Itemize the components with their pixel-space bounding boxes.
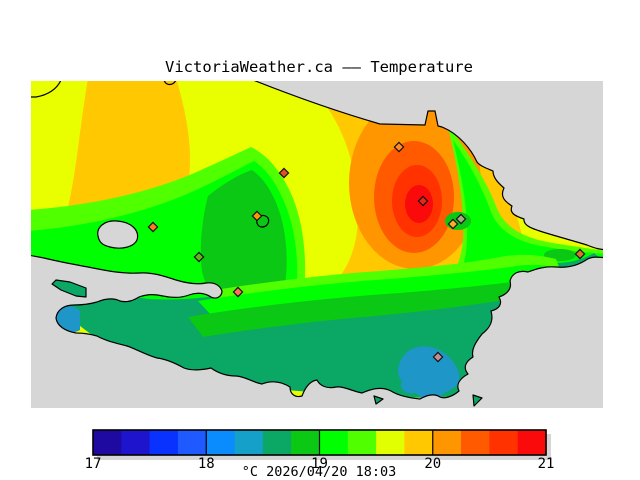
colorbar-segment [376, 430, 406, 455]
colorbar-segment [432, 430, 462, 455]
islet-west-spit [51, 279, 87, 298]
islet-south-2 [472, 394, 483, 407]
colorbar-segment [404, 430, 434, 455]
station-marker [417, 195, 429, 207]
colorbar-segment [291, 430, 321, 455]
colorbar-tick-label: 18 [198, 456, 215, 472]
coastline-arc-topleft [31, 81, 62, 98]
station-marker [251, 210, 263, 222]
colorbar-border [92, 429, 547, 456]
coastline-arc-topcenter [163, 81, 177, 86]
band-darkgreen-transition [188, 279, 560, 337]
colorbar-segment [319, 430, 349, 455]
colorbar-segment [234, 430, 264, 455]
station-marker [574, 248, 586, 260]
contour-blue-pocket-west [55, 306, 80, 333]
contour-darkgreen-spot-strip [544, 249, 576, 261]
contour-blue-pocket-south [398, 346, 460, 400]
station-marker [193, 251, 205, 263]
colorbar-caption: °C 2026/04/20 18:03 [242, 464, 396, 480]
colorbar-tick-label: 21 [538, 456, 555, 472]
inland-pond [97, 220, 139, 249]
colorbar-tick-label: 17 [85, 456, 102, 472]
colorbar-tick-label: 19 [311, 456, 328, 472]
water-northeast-strait [253, 81, 603, 251]
station-markers [147, 141, 586, 363]
colorbar-segment [149, 430, 179, 455]
map-plot-area [31, 81, 603, 408]
colorbar-segment [347, 430, 377, 455]
station-marker [447, 218, 459, 230]
station-marker [147, 221, 159, 233]
colorbar-segment [262, 430, 292, 455]
water-south-strait [31, 254, 603, 408]
station-marker [393, 141, 405, 153]
page-title: VictoriaWeather.ca —— Temperature [165, 58, 473, 76]
colorbar-segments [93, 430, 547, 455]
colorbar-segment [93, 430, 122, 455]
contour-darkgreen-dome [200, 170, 287, 300]
station-marker [432, 351, 444, 363]
contour-red-core [405, 185, 433, 223]
colorbar-segment [121, 430, 151, 455]
station-marker [455, 213, 467, 225]
colorbar-segment [461, 430, 490, 455]
colorbar-tick-label: 20 [424, 456, 441, 472]
station-marker [232, 286, 244, 298]
colorbar: 17 18 19 20 21 °C 2026/04/20 18:03 [85, 429, 555, 480]
colorbar-segment [489, 430, 519, 455]
colorbar-segment [177, 430, 207, 455]
colorbar-tick-labels: 17 18 19 20 21 [85, 456, 555, 472]
colorbar-tick-lines [205, 430, 434, 455]
colorbar-segment [517, 430, 547, 455]
colorbar-segment [206, 430, 236, 455]
station-marker [278, 167, 290, 179]
islet-south-1 [373, 395, 384, 405]
